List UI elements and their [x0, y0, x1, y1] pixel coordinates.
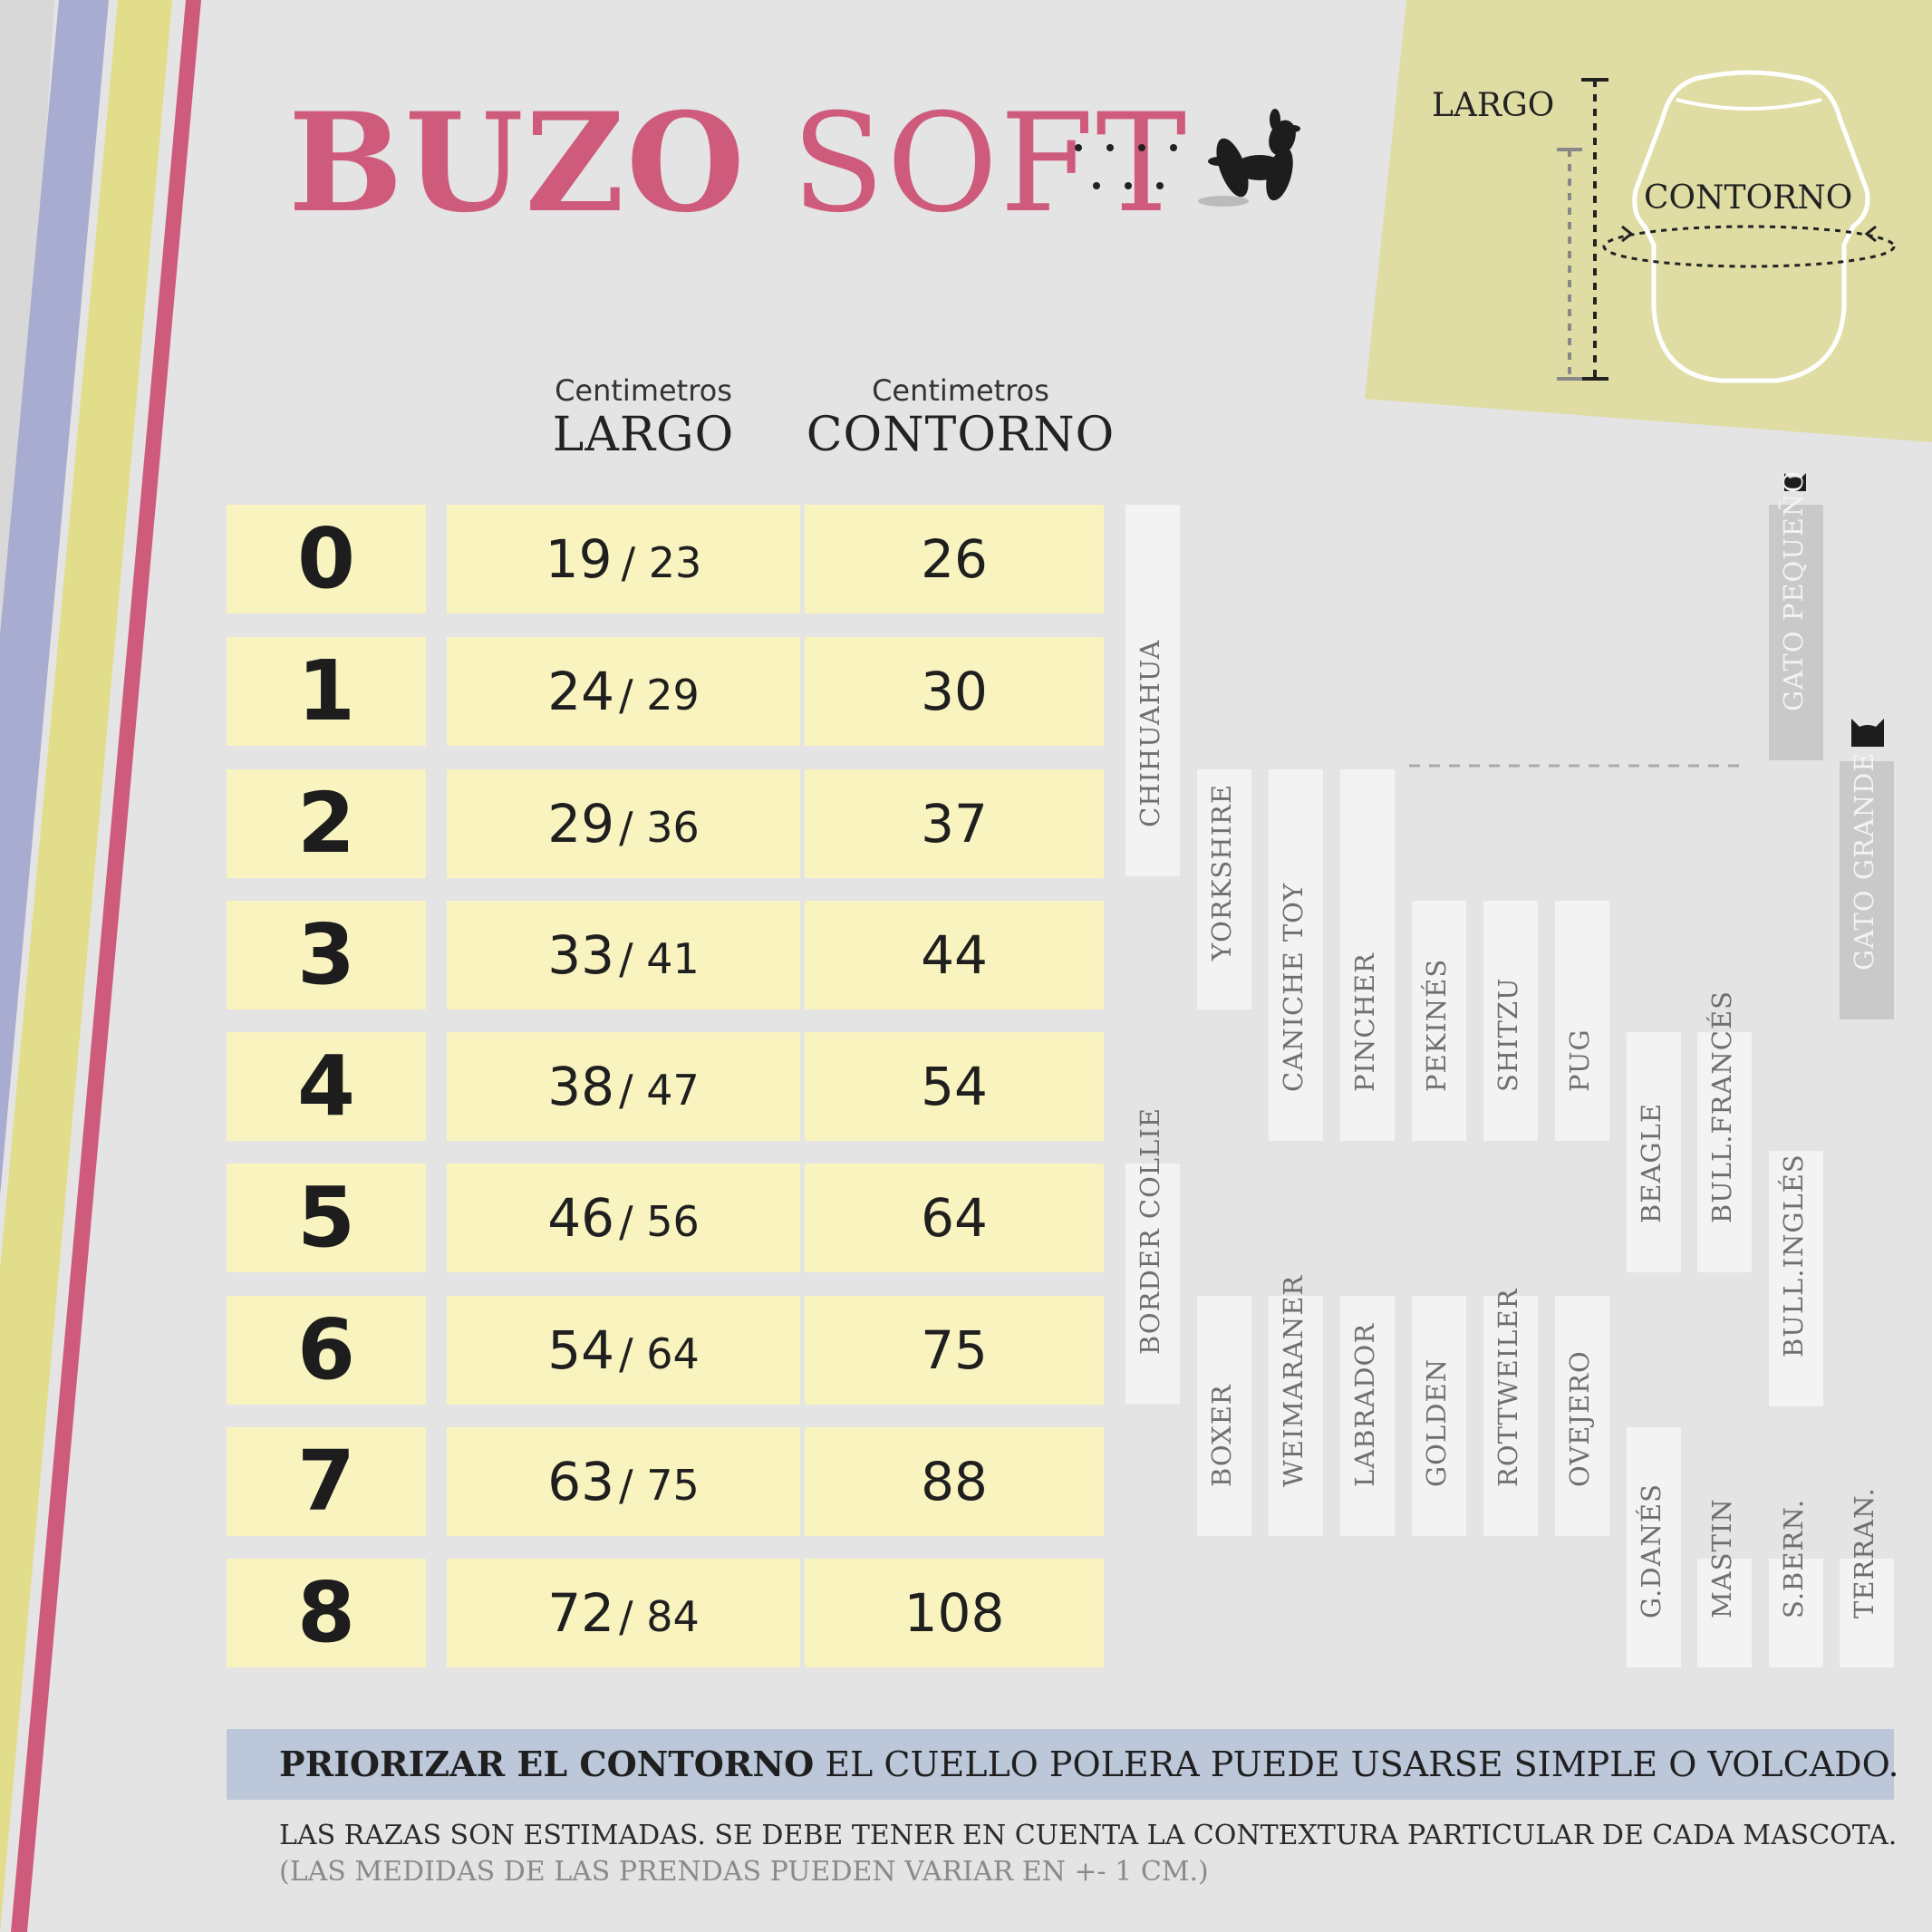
priority-note: PRIORIZAR EL CONTORNO EL CUELLO POLERA P… [227, 1729, 1899, 1800]
size-cell: 1 [227, 637, 426, 746]
contorno-cell: 54 [805, 1032, 1104, 1141]
diagram-contorno-label: CONTORNO [1644, 179, 1853, 217]
largo-header: Centimetros LARGO [480, 373, 807, 462]
largo-cell: 19 / 23 [447, 505, 800, 613]
size-cell: 0 [227, 505, 426, 613]
page-title: BUZO SOFT [288, 95, 1188, 232]
size-cell: 8 [227, 1559, 426, 1667]
size-cell: 4 [227, 1032, 426, 1141]
breed-pekines: PEKINÉS [1412, 901, 1466, 1141]
breed-terran: TERRAN. [1840, 1487, 1894, 1667]
breed-bull-ingles: BULL.INGLÉS [1769, 1151, 1823, 1406]
diagram-background [1365, 0, 1932, 442]
breed-boxer: BOXER [1197, 1296, 1251, 1536]
contorno-label: CONTORNO [806, 408, 1116, 462]
title-light: SOFT [791, 85, 1189, 243]
largo-cell: 63 / 75 [447, 1427, 800, 1536]
largo-cell: 24 / 29 [447, 637, 800, 746]
contorno-cell: 26 [805, 505, 1104, 613]
contorno-cell: 64 [805, 1164, 1104, 1272]
size-cell: 6 [227, 1296, 426, 1405]
contorno-cell: 108 [805, 1559, 1104, 1667]
largo-label: LARGO [552, 408, 735, 462]
balloon-dog-icon [1075, 109, 1300, 207]
size-cell: 2 [227, 769, 426, 878]
breed-labrador: LABRADOR [1340, 1296, 1395, 1536]
contorno-cell: 44 [805, 901, 1104, 1009]
disclaimer-note: (LAS MEDIDAS DE LAS PRENDAS PUEDEN VARIA… [279, 1856, 1209, 1888]
breed-beagle: BEAGLE [1627, 1032, 1681, 1272]
priority-note-rest: EL CUELLO POLERA PUEDE USARSE SIMPLE O V… [825, 1744, 1899, 1784]
divider-dashed [1409, 764, 1744, 768]
breed-gato-grande: GATO GRANDE [1840, 751, 1894, 1019]
priority-note-bold: PRIORIZAR EL CONTORNO [279, 1744, 815, 1784]
breed-border-collie: BORDER COLLIE [1125, 1107, 1180, 1404]
priority-note-text: PRIORIZAR EL CONTORNO EL CUELLO POLERA P… [279, 1729, 1899, 1800]
breed-caniche-toy: CANICHE TOY [1269, 769, 1323, 1141]
contorno-cell: 30 [805, 637, 1104, 746]
breed-s-bern: S.BERN. [1769, 1499, 1823, 1667]
breed-shitzu: SHITZU [1483, 901, 1538, 1141]
size-cell: 5 [227, 1164, 426, 1272]
largo-unit: Centimetros [555, 373, 732, 408]
decorative-stripes [0, 0, 201, 1932]
cat-small-icon [1784, 473, 1806, 491]
largo-cell: 54 / 64 [447, 1296, 800, 1405]
breed-ovejero: OVEJERO [1555, 1296, 1609, 1536]
contorno-unit: Centimetros [872, 373, 1049, 408]
breed-pug: PUG [1555, 901, 1609, 1141]
breed-chihuahua: CHIHUAHUA [1125, 505, 1180, 876]
title-bold: BUZO [288, 83, 747, 243]
breed-golden: GOLDEN [1412, 1296, 1466, 1536]
size-cell: 3 [227, 901, 426, 1009]
largo-cell: 29 / 36 [447, 769, 800, 878]
largo-cell: 46 / 56 [447, 1164, 800, 1272]
contorno-cell: 75 [805, 1296, 1104, 1405]
largo-cell: 33 / 41 [447, 901, 800, 1009]
contorno-cell: 37 [805, 769, 1104, 878]
contorno-cell: 88 [805, 1427, 1104, 1536]
breed-mastin: MASTIN [1697, 1498, 1752, 1667]
breed-bull-frances: BULL.FRANCÉS [1697, 990, 1752, 1272]
breed-weimaraner: WEIMARANER [1269, 1275, 1323, 1536]
breed-gato-pequeno: GATO PEQUEÑO [1769, 470, 1823, 760]
cat-large-icon [1851, 719, 1884, 747]
breed-pincher: PINCHER [1340, 769, 1395, 1141]
breed-yorkshire: YORKSHIRE [1197, 769, 1251, 1009]
size-cell: 7 [227, 1427, 426, 1536]
largo-cell: 72 / 84 [447, 1559, 800, 1667]
diagram-largo-label: LARGO [1432, 87, 1555, 124]
breed-rottweiler: ROTTWEILER [1483, 1288, 1538, 1536]
largo-cell: 38 / 47 [447, 1032, 800, 1141]
disclaimer: LAS RAZAS SON ESTIMADAS. SE DEBE TENER E… [279, 1820, 1898, 1851]
contorno-header: Centimetros CONTORNO [797, 373, 1124, 462]
breed-g-danes: G.DANÉS [1627, 1427, 1681, 1667]
